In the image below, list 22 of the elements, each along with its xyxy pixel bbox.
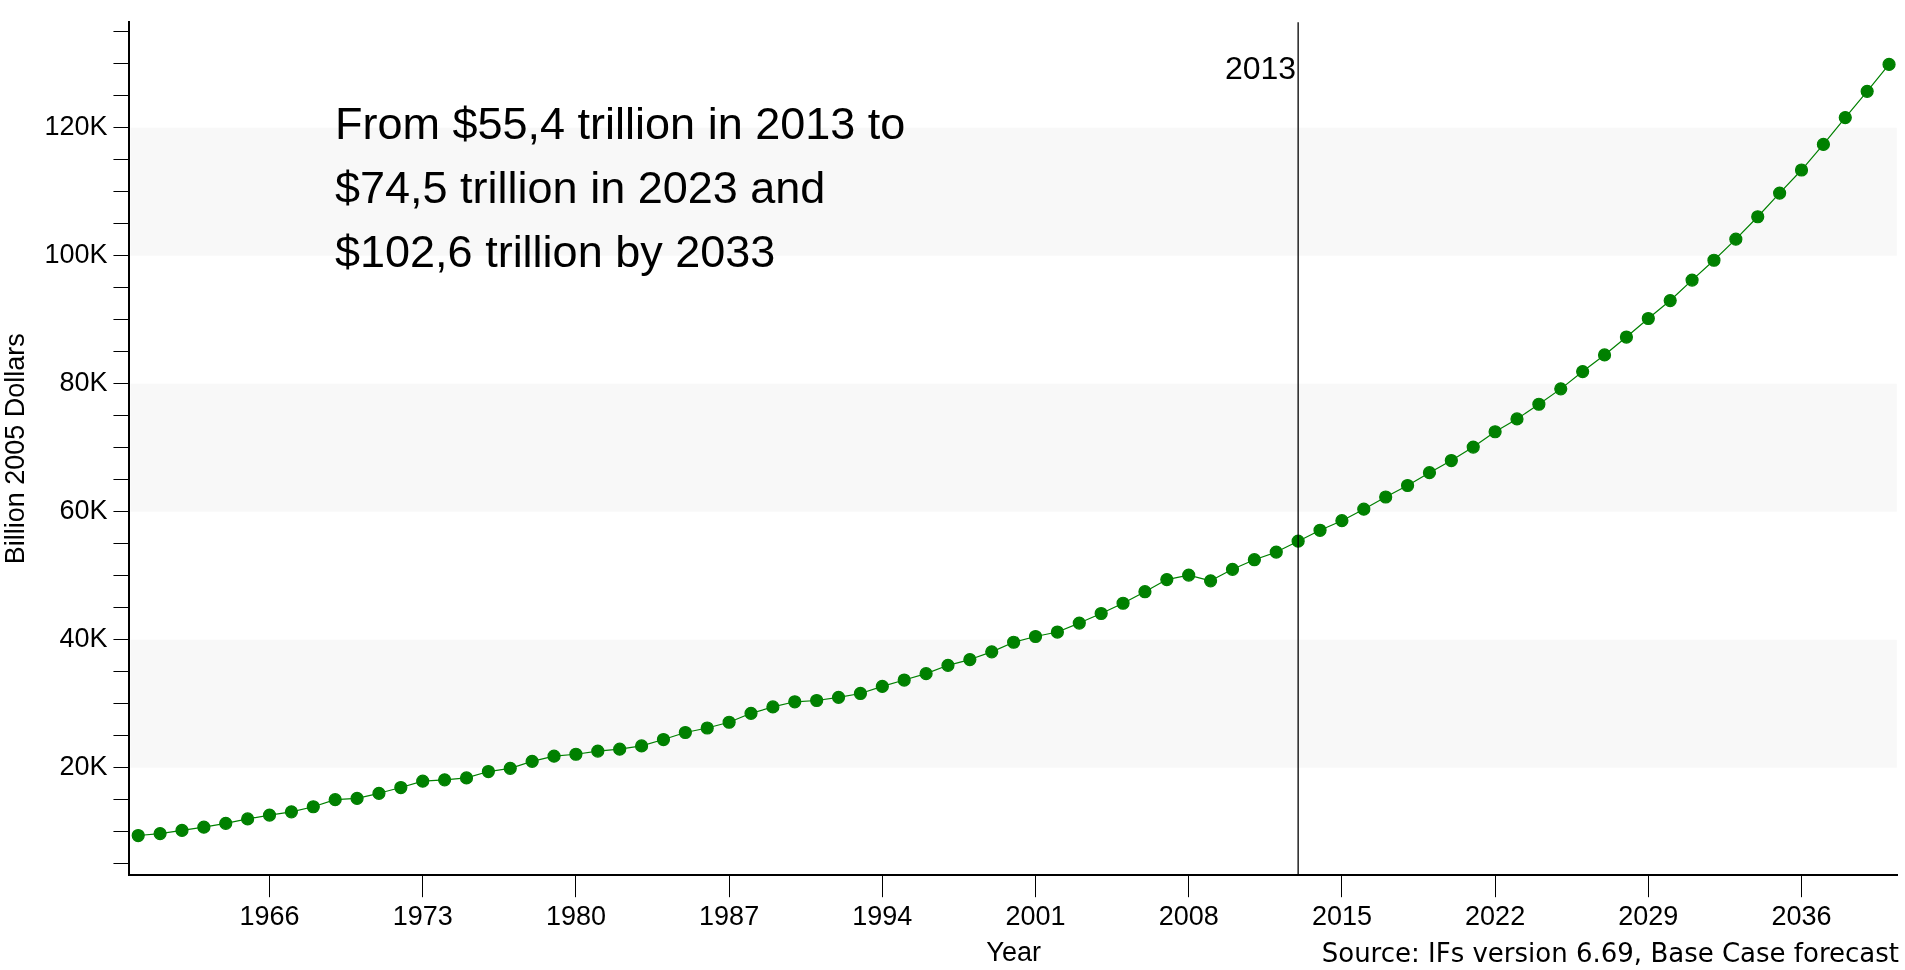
- annotation: From $55,4 trillion in 2013 to $74,5 trillion in 2023 and $102,6 trillion by 2033: [335, 97, 906, 279]
- x-tick-label: 2008: [1158, 900, 1219, 931]
- x-tick-label: 2029: [1618, 900, 1679, 931]
- x-tick-label: 1973: [392, 900, 453, 931]
- x-tick-label: 1966: [239, 900, 300, 931]
- y-tick-label: 40K: [59, 623, 108, 654]
- x-tick-label: 2022: [1465, 900, 1526, 931]
- x-tick-label: 2036: [1771, 900, 1832, 931]
- y-tick-label: 20K: [59, 751, 108, 782]
- x-axis-title: Year: [986, 937, 1041, 968]
- source-note: Source: IFs version 6.69, Base Case forecast: [1321, 938, 1899, 968]
- y-axis-title: Billion 2005 Dollars: [0, 333, 30, 565]
- x-tick-label: 1994: [852, 900, 913, 931]
- x-tick-label: 2001: [1005, 900, 1066, 931]
- x-tick-label: 1980: [545, 900, 606, 931]
- y-tick-label: 120K: [44, 111, 108, 142]
- y-tick-label: 80K: [59, 367, 108, 398]
- x-tick-label: 2015: [1311, 900, 1372, 931]
- x-tick-label: 1987: [699, 900, 760, 931]
- ref-line-label: 2013: [1224, 50, 1297, 87]
- y-tick-label: 60K: [59, 495, 108, 526]
- y-tick-label: 100K: [44, 239, 108, 270]
